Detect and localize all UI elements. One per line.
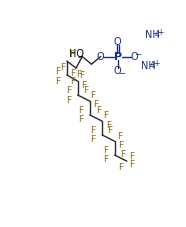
Text: O: O [97,52,105,62]
Text: F: F [81,81,86,90]
Text: O: O [114,66,121,76]
Text: F: F [70,77,75,86]
Text: F: F [69,50,74,59]
Text: P: P [114,52,122,62]
Text: F: F [78,106,83,115]
Text: 4: 4 [150,61,155,70]
Text: F: F [120,150,125,159]
Text: F: F [96,106,101,115]
Text: F: F [70,69,75,78]
Text: F: F [103,146,108,155]
Text: F: F [118,141,123,150]
Text: F: F [94,100,99,109]
Text: F: F [90,91,96,99]
Text: NH: NH [145,30,160,40]
Text: 4: 4 [155,30,159,39]
Text: F: F [117,132,122,141]
Text: F: F [60,63,65,72]
Text: F: F [118,163,123,172]
Text: F: F [103,155,108,164]
Text: F: F [90,135,96,144]
Text: F: F [129,152,134,161]
Text: −: − [134,50,141,59]
Text: HO: HO [69,49,84,59]
Text: F: F [83,86,88,95]
Text: F: F [104,111,109,120]
Text: F: F [129,160,134,169]
Text: F: F [79,71,84,80]
Text: F: F [66,86,71,95]
Text: +: + [158,28,164,37]
Text: F: F [55,67,60,76]
Text: F: F [107,126,113,135]
Text: +: + [153,59,159,68]
Text: F: F [106,121,111,130]
Text: O: O [114,37,121,47]
Text: −: − [118,69,125,78]
Text: F: F [66,96,71,105]
Text: O: O [130,52,138,62]
Text: F: F [77,70,82,79]
Text: F: F [55,77,60,86]
Text: F: F [90,126,96,135]
Text: NH: NH [141,61,155,71]
Text: F: F [78,115,83,124]
